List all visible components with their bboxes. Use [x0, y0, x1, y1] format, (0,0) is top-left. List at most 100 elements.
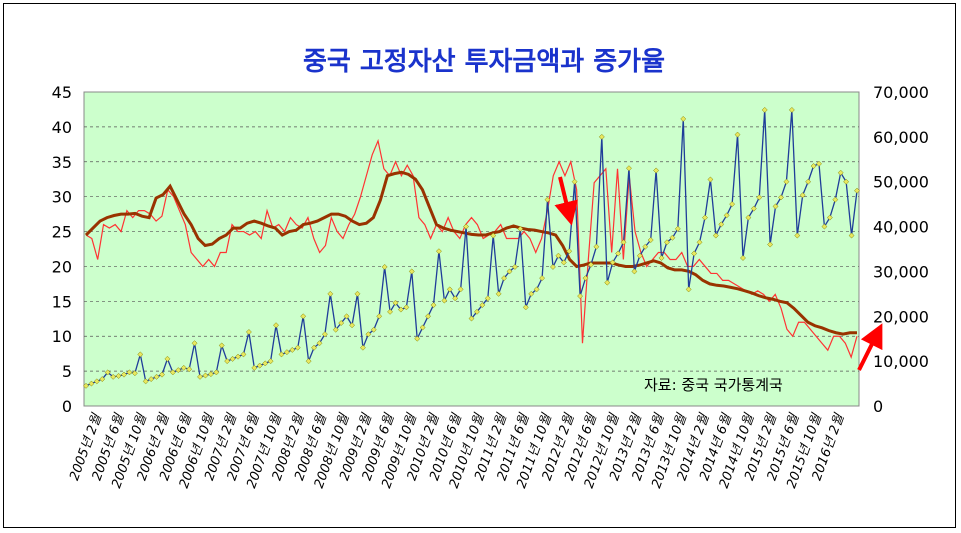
investment-amount-point: [153, 373, 160, 380]
chart-canvas: 중국 고정자산 투자금액과 증가율 0 5 10 15 20 25 30 35 40 45 0 10…: [52, 47, 929, 490]
investment-amount-point: [148, 376, 155, 383]
investment-amount-point: [549, 263, 556, 270]
investment-amount-point: [598, 133, 605, 140]
growth-rate-series: [85, 138, 858, 359]
investment-amount-point: [533, 286, 540, 293]
investment-amount-point: [484, 295, 491, 302]
investment-amount-point: [359, 344, 366, 351]
up-arrow-annotation: [857, 323, 883, 371]
investment-amount-point: [615, 250, 622, 257]
investment-amount-point: [218, 342, 225, 349]
investment-amount-point: [642, 243, 649, 250]
investment-amount-point: [397, 306, 404, 313]
right-tick-label: 70,000: [873, 83, 929, 102]
investment-amount-point: [767, 241, 774, 248]
investment-amount-point: [463, 223, 470, 230]
investment-amount-point: [229, 355, 236, 362]
right-tick-label: 10,000: [873, 352, 929, 371]
investment-amount-point: [235, 353, 241, 360]
investment-amount-point: [403, 304, 410, 311]
investment-amount-point: [159, 371, 165, 378]
investment-amount-point: [555, 252, 562, 259]
investment-amount-point: [441, 297, 448, 304]
investment-amount-point: [408, 268, 415, 275]
investment-amount-point: [685, 286, 692, 293]
investment-amount-point: [848, 232, 855, 239]
investment-amount-point: [224, 358, 231, 365]
investment-amount-point: [300, 313, 307, 320]
investment-amount-point: [262, 360, 269, 367]
investment-amount-point: [821, 223, 828, 230]
investment-amount-point: [712, 232, 719, 239]
investment-amount-point: [99, 376, 106, 383]
investment-amount-point: [544, 196, 551, 203]
investment-amount-point: [696, 239, 703, 246]
investment-amount-point: [680, 115, 687, 122]
investment-amount-point: [197, 373, 203, 380]
investment-amount-point: [799, 192, 806, 199]
investment-amount-point: [267, 358, 274, 365]
right-axis: 0 10,000 20,000 30,000 40,000 50,000 60,000 70,…: [873, 83, 929, 416]
investment-amount-point: [110, 373, 117, 380]
investment-amount-point: [832, 196, 839, 203]
investment-amount-point: [381, 263, 388, 270]
investment-amount-point: [131, 370, 138, 377]
left-tick-label: 45: [52, 83, 72, 102]
investment-amount-point: [626, 165, 632, 172]
left-tick-label: 40: [52, 118, 72, 137]
investment-amount-point: [207, 371, 214, 378]
investment-amount-point: [783, 178, 790, 185]
investment-amount-point: [425, 313, 432, 320]
investment-amount-point: [794, 232, 801, 239]
investment-amount-point: [452, 295, 459, 302]
right-tick-label: 50,000: [873, 173, 929, 192]
investment-amount-point: [750, 205, 757, 212]
investment-amount-point: [283, 349, 290, 356]
investment-amount-point: [664, 239, 670, 246]
investment-amount-point: [289, 346, 296, 353]
investment-amount-point: [88, 380, 95, 387]
right-tick-label: 0: [873, 397, 883, 416]
investment-amount-point: [180, 364, 187, 371]
investment-amount-point: [653, 167, 660, 174]
investment-amount-point: [761, 106, 768, 113]
investment-amount-point: [582, 275, 589, 282]
investment-amount-point: [740, 255, 746, 261]
investment-amount-point: [332, 326, 339, 333]
investment-amount-point: [273, 322, 279, 329]
investment-amount-point: [539, 275, 546, 282]
investment-amount-point: [560, 259, 567, 266]
left-tick-label: 35: [52, 153, 72, 172]
investment-amount-point: [522, 304, 529, 311]
plot-area: [83, 91, 860, 407]
investment-amount-point: [93, 378, 100, 385]
investment-amount-point: [414, 335, 421, 342]
investment-amount-point: [435, 248, 442, 255]
investment-amount-point: [707, 176, 714, 183]
investment-amount-point: [457, 286, 464, 293]
right-tick-label: 20,000: [873, 307, 929, 326]
investment-amount-point: [843, 178, 850, 185]
investment-amount-point: [745, 214, 752, 221]
investment-amount-point: [511, 263, 518, 270]
investment-amount-point: [338, 320, 345, 326]
investment-amount-point: [142, 378, 149, 385]
investment-amount-point: [446, 286, 453, 293]
investment-amount-point: [137, 351, 144, 358]
investment-amount-point: [321, 331, 328, 338]
investment-amount-point: [251, 364, 258, 371]
growth-trend-line: [84, 170, 857, 336]
investment-amount-point: [734, 131, 741, 138]
investment-amount-point: [788, 106, 795, 113]
investment-amount-point: [349, 322, 356, 329]
investment-amount-point: [609, 259, 616, 266]
investment-amount-point: [729, 201, 736, 208]
left-tick-label: 20: [52, 257, 72, 276]
investment-amount-point: [473, 308, 480, 315]
investment-amount-point: [517, 225, 524, 232]
investment-amount-point: [620, 239, 627, 246]
investment-amount-point: [691, 250, 698, 257]
investment-amount-point: [213, 369, 220, 376]
investment-amount-point: [604, 279, 611, 286]
